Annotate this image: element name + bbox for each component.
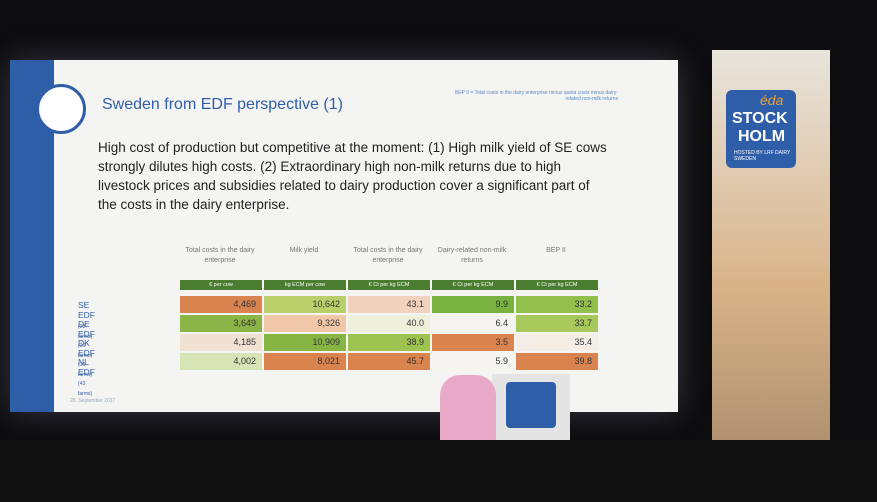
unit-label: € per cow bbox=[180, 280, 262, 290]
banner-host: HOSTED BY LRF DAIRY SWEDEN bbox=[734, 150, 794, 162]
date: 26. September 2017 bbox=[70, 398, 115, 404]
unit-label: € Ct per kg ECM bbox=[516, 280, 598, 290]
slide: Sweden from EDF perspective (1) BEP II =… bbox=[10, 60, 678, 412]
banner-city: STOCK bbox=[732, 110, 788, 128]
table-cell: 9.9 bbox=[432, 296, 514, 313]
table-cell: 3.5 bbox=[432, 334, 514, 351]
page: Sweden from EDF perspective (1) BEP II =… bbox=[0, 0, 877, 502]
row-name: NL EDF bbox=[78, 357, 95, 377]
banner: éda STOCK HOLM HOSTED BY LRF DAIRY SWEDE… bbox=[712, 50, 830, 475]
table-cell: 4,002 bbox=[180, 353, 262, 370]
row-name: DE EDF bbox=[78, 319, 95, 339]
table-cell: 38.9 bbox=[348, 334, 430, 351]
column-header: Milk yield bbox=[264, 246, 344, 256]
table-cell: 40.0 bbox=[348, 315, 430, 332]
table-cell: 3,649 bbox=[180, 315, 262, 332]
audience bbox=[0, 440, 877, 502]
column-header: BEP II bbox=[516, 246, 596, 256]
table-cell: 33.7 bbox=[516, 315, 598, 332]
banner-brand: éda bbox=[760, 92, 783, 108]
table-cell: 10,642 bbox=[264, 296, 346, 313]
table-cell: 4,185 bbox=[180, 334, 262, 351]
column-header: Dairy-related non-milk returns bbox=[432, 246, 512, 266]
banner-city: HOLM bbox=[738, 128, 785, 146]
table-cell: 4,469 bbox=[180, 296, 262, 313]
row-label: NL EDF (43 farms) bbox=[78, 357, 95, 397]
table-cell: 35.4 bbox=[516, 334, 598, 351]
podium-logo bbox=[506, 382, 556, 428]
table-cell: 8,021 bbox=[264, 353, 346, 370]
row-name: SE EDF bbox=[78, 300, 95, 320]
table-cell: 33.2 bbox=[516, 296, 598, 313]
column-header: Total costs in the dairy enterprise bbox=[348, 246, 428, 266]
table-cell: 45.7 bbox=[348, 353, 430, 370]
body-text: High cost of production but competitive … bbox=[98, 138, 608, 214]
column-header: Total costs in the dairy enterprise bbox=[180, 246, 260, 266]
row-name: DK EDF bbox=[78, 338, 95, 358]
table-cell: 39.8 bbox=[516, 353, 598, 370]
logo bbox=[36, 84, 86, 134]
table-cell: 43.1 bbox=[348, 296, 430, 313]
table-cell: 10,909 bbox=[264, 334, 346, 351]
farm-count: (43 farms) bbox=[78, 381, 92, 397]
slide-title: Sweden from EDF perspective (1) bbox=[102, 96, 343, 114]
unit-label: € Ct per kg ECM bbox=[432, 280, 514, 290]
unit-label: kg ECM per cow bbox=[264, 280, 346, 290]
unit-label: € Ct per kg ECM bbox=[348, 280, 430, 290]
table-cell: 5.9 bbox=[432, 353, 514, 370]
table-cell: 6.4 bbox=[432, 315, 514, 332]
table-cell: 9,326 bbox=[264, 315, 346, 332]
note: BEP II = Total costs in the dairy enterp… bbox=[448, 90, 618, 102]
